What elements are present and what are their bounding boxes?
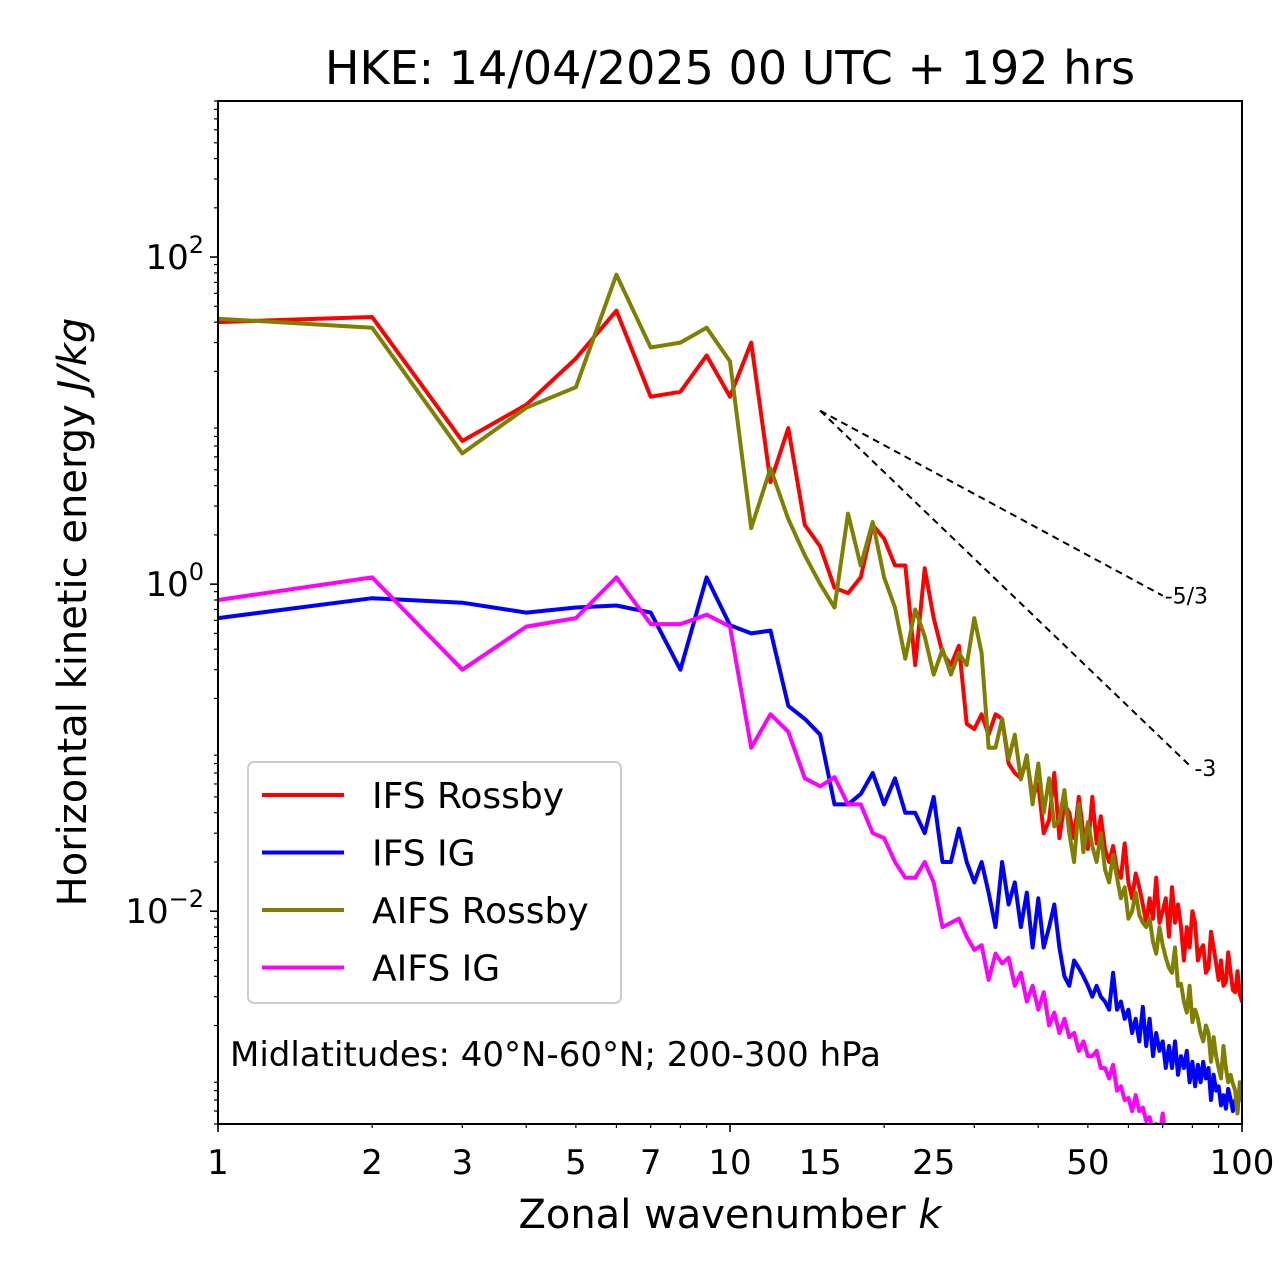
chart-title: HKE: 14/04/2025 00 UTC + 192 hrs <box>325 41 1135 95</box>
x-axis-label: Zonal wavenumber k <box>518 1192 943 1238</box>
series-line-aifs-rossby <box>218 272 1242 1116</box>
x-tick-label: 25 <box>912 1143 955 1183</box>
x-tick-label: 5 <box>565 1143 587 1183</box>
reference-slope-label: -3 <box>1194 757 1216 782</box>
y-tick-labels: 102 100 10−2 <box>125 231 204 932</box>
y-axis-label-italic: J/kg <box>50 318 96 399</box>
y-tick-label: 10−2 <box>125 885 204 932</box>
x-axis-label-italic: k <box>918 1192 943 1238</box>
reference-slope-line <box>819 409 1194 769</box>
legend-label: IFS IG <box>372 834 476 875</box>
series-lines <box>218 272 1242 1124</box>
reference-slope-line <box>819 409 1164 597</box>
series-line-ifs-ig <box>218 575 1242 1114</box>
y-tick-label: 102 <box>145 231 204 278</box>
series-line-aifs-ig <box>218 575 1166 1124</box>
y-tick-label: 100 <box>145 558 204 605</box>
x-tick-label: 7 <box>640 1143 662 1183</box>
reference-slope-label: -5/3 <box>1165 585 1208 610</box>
x-tick-label: 2 <box>361 1143 383 1183</box>
y-axis-label-text: Horizontal kinetic energy <box>50 392 96 907</box>
x-tick-label: 3 <box>451 1143 473 1183</box>
legend-label: AIFS Rossby <box>372 891 589 932</box>
region-annotation: Midlatitudes: 40°N-60°N; 200-300 hPa <box>230 1035 881 1075</box>
reference-slope-lines: -5/3 -3 <box>819 409 1216 782</box>
x-tick-labels: 1 2 3 5 7 10 15 25 50 100 <box>207 1143 1274 1183</box>
legend-entries: IFS Rossby IFS IG AIFS Rossby AIFS IG <box>262 776 589 990</box>
x-tick-label: 100 <box>1210 1143 1275 1183</box>
major-ticks <box>210 256 1243 1132</box>
legend: IFS Rossby IFS IG AIFS Rossby AIFS IG <box>247 761 622 1004</box>
x-tick-label: 15 <box>799 1143 842 1183</box>
plot-area: -5/3 -3 <box>210 100 1243 1132</box>
series-line-ifs-rossby <box>218 308 1242 1004</box>
plot-frame <box>217 100 1243 1125</box>
x-tick-label: 50 <box>1066 1143 1109 1183</box>
legend-box <box>247 761 622 1004</box>
x-tick-label: 10 <box>708 1143 751 1183</box>
x-tick-label: 1 <box>207 1143 229 1183</box>
legend-label: IFS Rossby <box>372 776 564 817</box>
x-axis-label-text: Zonal wavenumber <box>518 1192 918 1238</box>
legend-label: AIFS IG <box>372 949 500 990</box>
y-axis-label: Horizontal kinetic energy J/kg <box>50 318 96 907</box>
